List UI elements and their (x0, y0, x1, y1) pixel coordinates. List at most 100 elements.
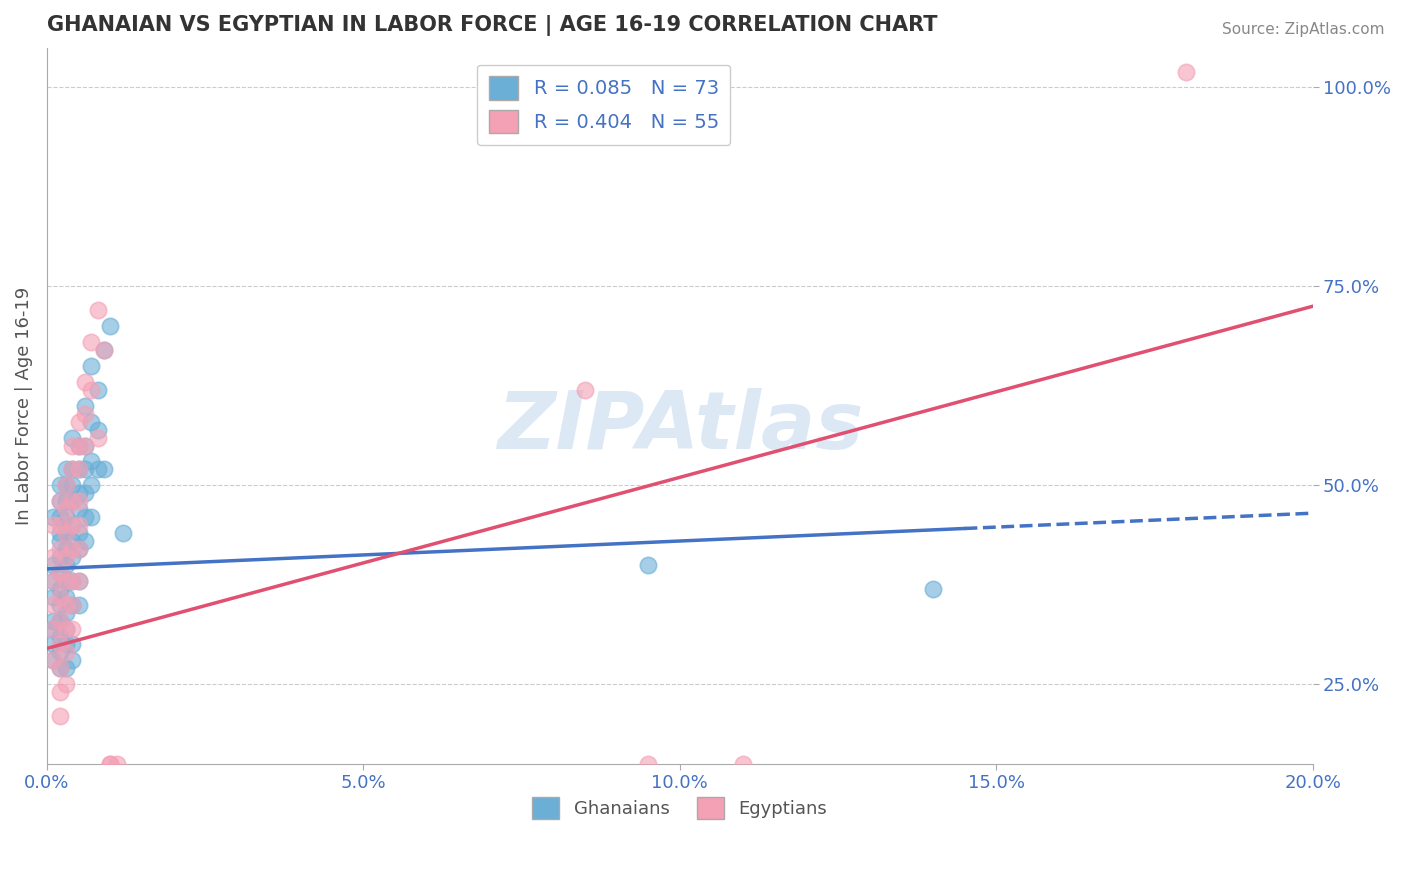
Point (80, 359, 103, 373)
Point (67, 574, 90, 588)
Point (42, 574, 65, 588)
Point (67, 541, 90, 556)
Point (48, 661, 70, 675)
Point (48, 614, 70, 628)
Point (111, 526, 134, 541)
Point (73, 399, 96, 413)
Point (60, 478, 83, 492)
Point (73, 407, 96, 421)
Point (67, 574, 90, 588)
Point (60, 574, 83, 588)
Point (55, 637, 77, 651)
Point (42, 590, 65, 604)
Point (80, 383, 103, 397)
Point (42, 549, 65, 564)
Point (60, 598, 83, 612)
Point (48, 541, 70, 556)
Point (48, 478, 70, 492)
Point (67, 462, 90, 476)
Point (55, 590, 77, 604)
Legend: Ghanaians, Egyptians: Ghanaians, Egyptians (524, 790, 834, 826)
Point (42, 653, 65, 667)
Point (55, 645, 77, 659)
Point (60, 438, 83, 452)
Point (48, 526, 70, 541)
Point (60, 518, 83, 533)
Point (42, 614, 65, 628)
Point (731, 756, 754, 771)
Point (48, 566, 70, 580)
Point (48, 614, 70, 628)
Point (60, 653, 83, 667)
Point (73, 534, 96, 549)
Point (93, 462, 115, 476)
Point (55, 526, 77, 541)
Text: ZIPAtlas: ZIPAtlas (496, 388, 863, 467)
Point (86, 462, 108, 476)
Point (60, 622, 83, 636)
Point (93, 343, 115, 357)
Point (67, 486, 90, 500)
Point (55, 478, 77, 492)
Point (80, 454, 103, 468)
Point (67, 415, 90, 429)
Point (55, 598, 77, 612)
Point (921, 582, 943, 596)
Point (48, 709, 70, 723)
Point (55, 462, 77, 476)
Point (86, 383, 108, 397)
Point (60, 549, 83, 564)
Point (80, 478, 103, 492)
Point (67, 518, 90, 533)
Point (67, 494, 90, 508)
Point (98, 756, 121, 771)
Point (86, 423, 108, 437)
Point (48, 637, 70, 651)
Point (55, 558, 77, 572)
Point (60, 462, 83, 476)
Text: GHANAIAN VS EGYPTIAN IN LABOR FORCE | AGE 16-19 CORRELATION CHART: GHANAIAN VS EGYPTIAN IN LABOR FORCE | AG… (46, 15, 938, 36)
Point (73, 375, 96, 389)
Point (67, 526, 90, 541)
Point (86, 303, 108, 318)
Point (80, 335, 103, 350)
Point (60, 518, 83, 533)
Point (60, 541, 83, 556)
Point (637, 756, 659, 771)
Point (48, 494, 70, 508)
Point (42, 622, 65, 636)
Point (67, 502, 90, 516)
Point (48, 645, 70, 659)
Point (67, 438, 90, 452)
Point (55, 541, 77, 556)
Point (55, 574, 77, 588)
Point (60, 462, 83, 476)
Point (80, 415, 103, 429)
Point (67, 541, 90, 556)
Point (73, 462, 96, 476)
Point (98, 756, 121, 771)
Point (48, 566, 70, 580)
Point (60, 494, 83, 508)
Point (48, 518, 70, 533)
Point (86, 431, 108, 445)
Point (48, 582, 70, 596)
Point (73, 510, 96, 524)
Point (48, 590, 70, 604)
Point (574, 383, 596, 397)
Point (55, 661, 77, 675)
Point (42, 653, 65, 667)
Point (42, 574, 65, 588)
Point (48, 510, 70, 524)
Point (55, 606, 77, 620)
Point (60, 494, 83, 508)
Point (42, 637, 65, 651)
Point (60, 534, 83, 549)
Point (60, 431, 83, 445)
Point (67, 462, 90, 476)
Point (60, 637, 83, 651)
Point (42, 622, 65, 636)
Point (55, 574, 77, 588)
Point (98, 319, 121, 334)
Point (55, 677, 77, 691)
